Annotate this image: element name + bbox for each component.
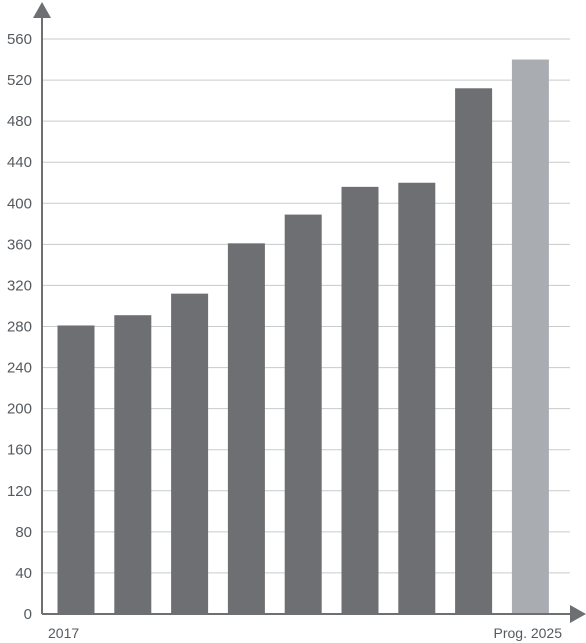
y-tick-label: 0 xyxy=(24,606,32,623)
y-tick-label: 320 xyxy=(7,277,32,294)
y-tick-label: 360 xyxy=(7,236,32,253)
bars xyxy=(57,59,549,615)
y-tick-labels: 0 40 80 120 160 200 240 280 320 360 400 440 480 520 56… xyxy=(7,31,32,623)
y-tick-label: 80 xyxy=(15,524,32,541)
y-tick-label: 480 xyxy=(7,113,32,130)
x-axis-arrow-icon xyxy=(570,605,586,623)
y-tick-label: 240 xyxy=(7,360,32,377)
y-tick-label: 120 xyxy=(7,483,32,500)
bar xyxy=(455,88,493,615)
y-tick-label: 40 xyxy=(15,565,32,582)
bar xyxy=(227,243,265,614)
x-tick-label: 2017 xyxy=(48,625,79,641)
axes xyxy=(33,2,586,623)
bar xyxy=(57,325,95,614)
bar xyxy=(171,293,209,614)
y-tick-label: 400 xyxy=(7,195,32,212)
y-tick-label: 280 xyxy=(7,319,32,336)
y-tick-label: 520 xyxy=(7,72,32,89)
y-tick-label: 160 xyxy=(7,442,32,459)
x-tick-label: Prog. 2025 xyxy=(494,625,563,641)
bar xyxy=(284,214,322,614)
y-axis-arrow-icon xyxy=(33,2,51,18)
y-tick-label: 560 xyxy=(7,31,32,48)
y-tick-label: 440 xyxy=(7,154,32,171)
bar xyxy=(114,315,152,614)
bar xyxy=(511,59,549,615)
y-tick-label: 200 xyxy=(7,401,32,418)
x-tick-labels: 2017 Prog. 2025 xyxy=(48,625,562,641)
bar xyxy=(398,182,436,614)
bar xyxy=(341,186,379,614)
